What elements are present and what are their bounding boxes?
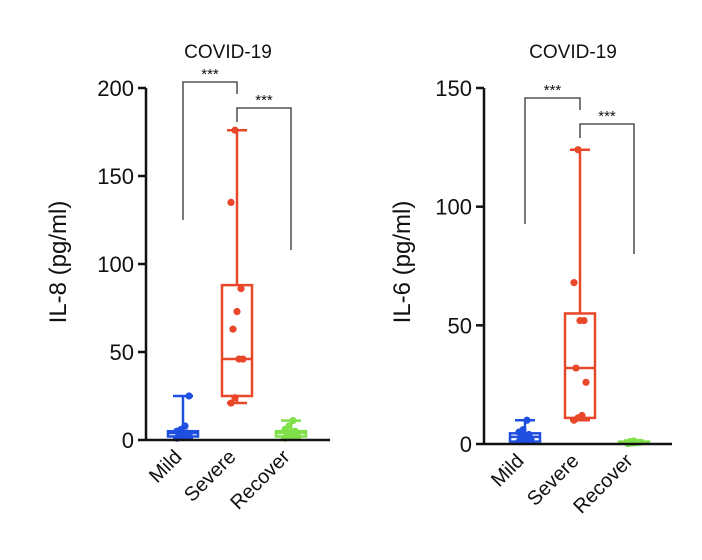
data-point	[231, 394, 239, 402]
significance-bracket	[524, 97, 581, 224]
box-recover	[274, 417, 308, 442]
data-point	[291, 427, 299, 435]
significance-bracket	[182, 81, 238, 220]
significance-bracket	[236, 107, 292, 250]
significance-bracket	[579, 123, 635, 254]
data-point	[181, 422, 189, 430]
y-tick-label: 100	[435, 195, 472, 220]
chart-title: COVID-19	[529, 42, 617, 63]
y-axis-label: IL-6 (pg/ml)	[389, 201, 416, 324]
y-axis-label: IL-8 (pg/ml)	[45, 201, 72, 324]
box-severe	[220, 126, 254, 407]
data-point	[231, 126, 239, 134]
box-recover	[617, 437, 651, 448]
x-tick-label-mild: Mild	[145, 446, 186, 487]
data-point	[227, 198, 235, 206]
data-point	[229, 325, 237, 333]
data-point	[523, 416, 531, 424]
box-iqr	[220, 283, 254, 398]
data-point	[183, 429, 191, 437]
data-point	[285, 422, 293, 430]
y-tick-label: 200	[97, 76, 134, 101]
y-tick-label: 150	[435, 76, 472, 101]
data-point	[227, 399, 235, 407]
panel-il8: COVID-19 IL-8 (pg/ml) 0 50 100 150 200 *** **…	[45, 42, 330, 514]
panel-il6: COVID-19 IL-6 (pg/ml) 0 50 100 150 *** *** M…	[389, 42, 672, 518]
box-mild	[166, 392, 200, 442]
significance-label: ***	[255, 92, 273, 109]
data-point	[519, 426, 527, 434]
y-tick-label: 100	[97, 252, 134, 277]
box-mild	[508, 416, 542, 446]
data-point	[630, 437, 638, 445]
data-point	[574, 146, 582, 154]
data-point	[237, 285, 245, 293]
data-point	[239, 355, 247, 363]
significance-label: ***	[544, 82, 562, 99]
data-point	[578, 411, 586, 420]
x-tick-label-recover: Recover	[569, 450, 637, 518]
data-point	[580, 316, 588, 325]
data-point	[525, 430, 533, 439]
box-iqr	[563, 312, 597, 420]
data-point	[582, 378, 590, 386]
data-point	[289, 417, 297, 425]
box-severe	[563, 146, 597, 424]
data-point	[570, 279, 578, 287]
y-tick-label: 0	[460, 432, 472, 457]
data-point	[572, 364, 580, 372]
x-tick-label-mild: Mild	[487, 450, 528, 491]
data-point	[185, 392, 193, 400]
y-tick-label: 0	[122, 428, 134, 453]
y-tick-label: 50	[110, 340, 134, 365]
y-tick-label: 150	[97, 164, 134, 189]
significance-label: ***	[598, 108, 616, 125]
y-tick-label: 50	[448, 313, 472, 338]
chart-title: COVID-19	[184, 42, 272, 63]
significance-label: ***	[201, 66, 219, 83]
data-point	[233, 307, 241, 316]
x-tick-label-recover: Recover	[226, 446, 294, 514]
